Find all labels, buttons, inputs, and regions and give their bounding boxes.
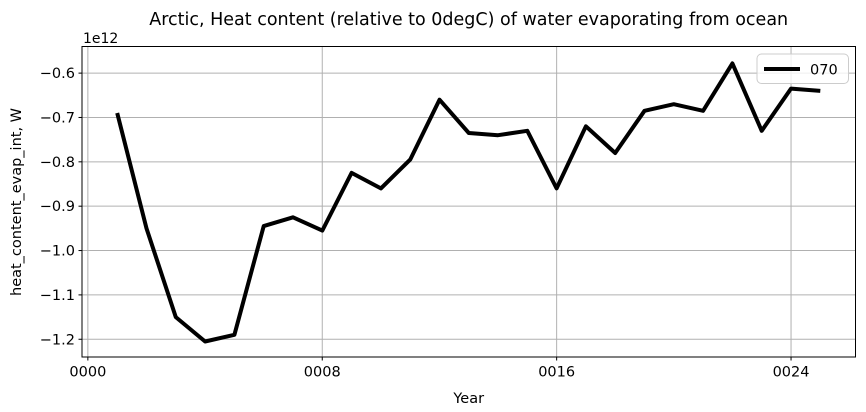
y-tick-label: −1.0 [40, 244, 75, 260]
y-tick-label: −0.7 [40, 110, 75, 126]
chart-title: Arctic, Heat content (relative to 0degC)… [149, 10, 788, 30]
x-axis-label: Year [452, 391, 484, 407]
series-line-070 [115, 61, 821, 344]
x-tick-label: 0016 [538, 365, 575, 381]
y-tick-label: −0.8 [40, 155, 75, 171]
tick-layer: 0000 0008 0016 0024 −0.6 −0.7 −0.8 −0.9 −1.0 −1.1… [40, 66, 810, 380]
y-tick-label: −0.6 [40, 66, 75, 82]
legend-box [756, 53, 849, 84]
legend: 070 [756, 53, 849, 84]
y-axis-label: heat_content_evap_int, W [9, 108, 25, 296]
grid-layer [82, 46, 856, 357]
plot-border [81, 46, 856, 358]
y-axis-offset-text: 1e12 [83, 31, 118, 47]
y-tick-label: −1.1 [40, 288, 75, 304]
x-tick-label: 0008 [304, 365, 341, 381]
x-tick-label: 0000 [69, 365, 106, 381]
x-tick-label: 0024 [773, 365, 810, 381]
y-tick-label: −0.9 [40, 199, 75, 215]
y-tick-label: −1.2 [40, 332, 75, 348]
legend-label: 070 [810, 63, 838, 79]
